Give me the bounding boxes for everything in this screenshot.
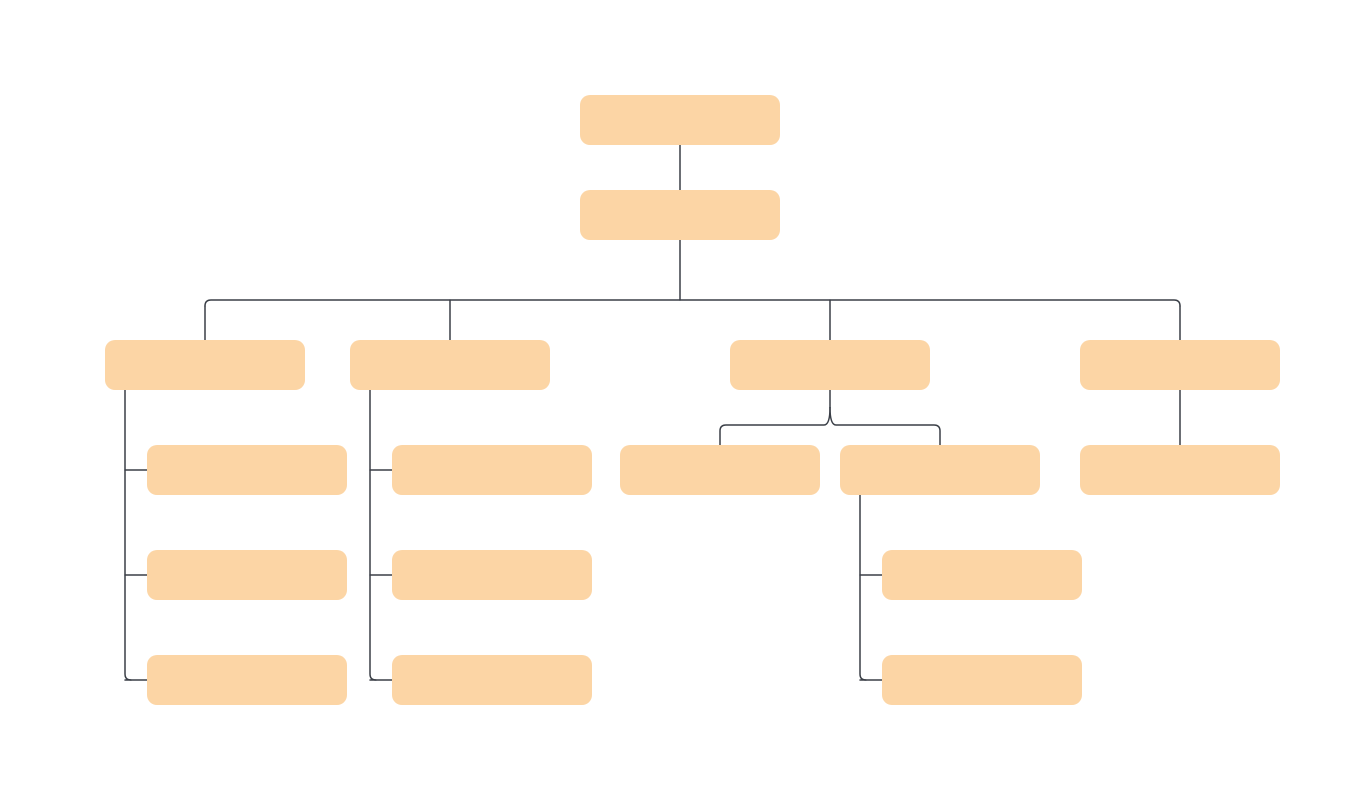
edge bbox=[370, 390, 376, 680]
org-node bbox=[1080, 340, 1280, 390]
org-node bbox=[840, 445, 1040, 495]
org-node bbox=[105, 340, 305, 390]
org-node bbox=[147, 550, 347, 600]
edge bbox=[720, 408, 830, 446]
org-node bbox=[882, 550, 1082, 600]
org-node bbox=[882, 655, 1082, 705]
org-node bbox=[392, 550, 592, 600]
edge bbox=[860, 495, 866, 680]
org-node bbox=[580, 95, 780, 145]
org-chart bbox=[0, 0, 1360, 800]
edge bbox=[125, 390, 131, 680]
edge bbox=[830, 408, 940, 446]
org-node bbox=[392, 655, 592, 705]
org-node bbox=[620, 445, 820, 495]
org-node bbox=[147, 445, 347, 495]
org-node bbox=[147, 655, 347, 705]
org-node bbox=[392, 445, 592, 495]
org-node bbox=[730, 340, 930, 390]
org-node bbox=[580, 190, 780, 240]
nodes bbox=[105, 95, 1280, 705]
org-node bbox=[350, 340, 550, 390]
org-node bbox=[1080, 445, 1280, 495]
edge bbox=[205, 300, 1180, 306]
